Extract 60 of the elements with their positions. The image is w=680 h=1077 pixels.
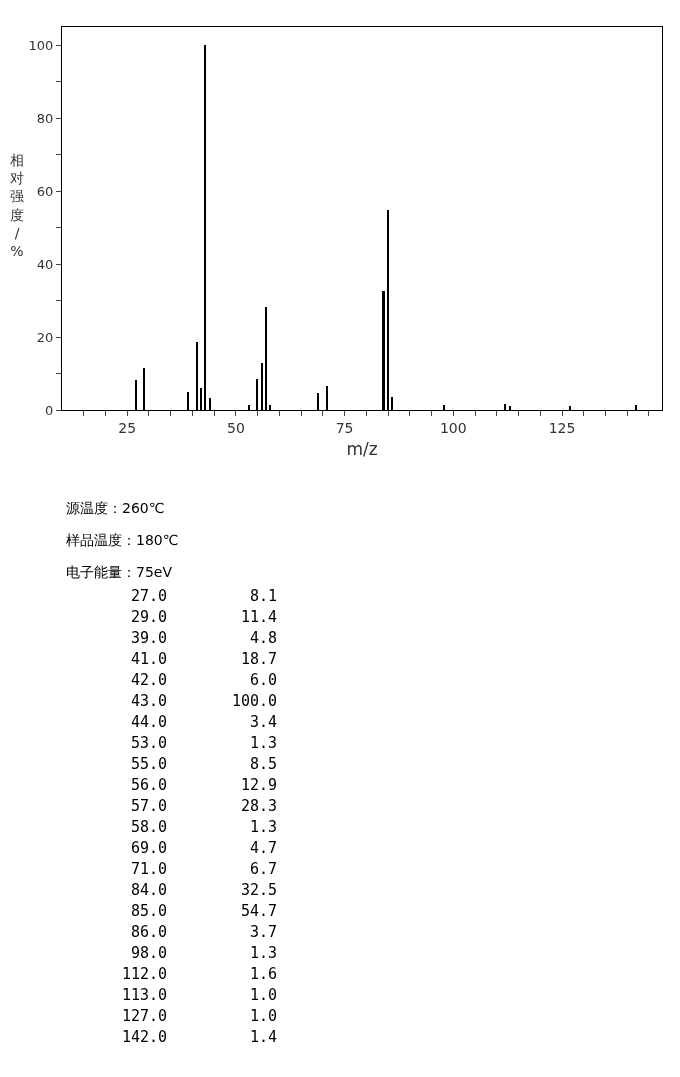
text: 58.0 [131, 818, 168, 836]
text: 113.0 [122, 986, 168, 1004]
y-tick-label: 20 [36, 329, 54, 345]
text: 3.4 [250, 713, 278, 731]
text: 6.7 [250, 860, 278, 878]
text: 98.0 [131, 944, 168, 962]
x-axis-title: m/z [346, 439, 378, 460]
text: 32.5 [241, 881, 278, 899]
text: 28.3 [241, 797, 278, 815]
text: 56.0 [131, 776, 168, 794]
text: 源温度：260℃ [66, 500, 165, 516]
x-tick-label: 75 [335, 419, 354, 436]
text: 样品温度：180℃ [66, 532, 179, 548]
text: 1.4 [250, 1028, 278, 1046]
y-tick-label: 0 [45, 402, 54, 418]
y-tick-label: 40 [36, 256, 54, 272]
text: 3.7 [250, 923, 278, 941]
text: 27.0 [131, 587, 168, 605]
text: 1.0 [250, 1007, 278, 1025]
text: 69.0 [131, 839, 168, 857]
text: 142.0 [122, 1028, 168, 1046]
text: 电子能量：75eV [66, 564, 173, 580]
y-tick-label: 80 [36, 110, 54, 126]
text: 29.0 [131, 608, 168, 626]
x-tick-label: 50 [227, 419, 245, 436]
text: 55.0 [131, 755, 168, 773]
text: 8.5 [250, 755, 278, 773]
y-axis-title: 相对强度/% [10, 152, 24, 259]
x-tick-label: 100 [439, 419, 467, 436]
text: 4.8 [250, 629, 278, 647]
text: 11.4 [241, 608, 278, 626]
text: 4.7 [250, 839, 278, 857]
y-tick-label: 60 [36, 183, 54, 199]
text: 84.0 [131, 881, 168, 899]
x-tick-label: 125 [548, 419, 576, 436]
text: 86.0 [131, 923, 168, 941]
text: 100.0 [232, 692, 278, 710]
text: 53.0 [131, 734, 168, 752]
text: 1.0 [250, 986, 278, 1004]
text: 1.6 [250, 965, 278, 983]
text: 85.0 [131, 902, 168, 920]
text: 41.0 [131, 650, 168, 668]
text: 112.0 [122, 965, 168, 983]
text: 12.9 [241, 776, 278, 794]
text: 42.0 [131, 671, 168, 689]
y-tick-label: 100 [28, 37, 54, 53]
text: 6.0 [250, 671, 278, 689]
text: 54.7 [241, 902, 278, 920]
text: 43.0 [131, 692, 168, 710]
text: 39.0 [131, 629, 168, 647]
text: 1.3 [250, 734, 278, 752]
text: 8.1 [250, 587, 278, 605]
text: 127.0 [122, 1007, 168, 1025]
text: 1.3 [250, 818, 278, 836]
text: 71.0 [131, 860, 168, 878]
x-tick-label: 25 [118, 419, 137, 436]
text: 57.0 [131, 797, 168, 815]
text: 18.7 [241, 650, 278, 668]
text: 44.0 [131, 713, 168, 731]
text: 1.3 [250, 944, 278, 962]
